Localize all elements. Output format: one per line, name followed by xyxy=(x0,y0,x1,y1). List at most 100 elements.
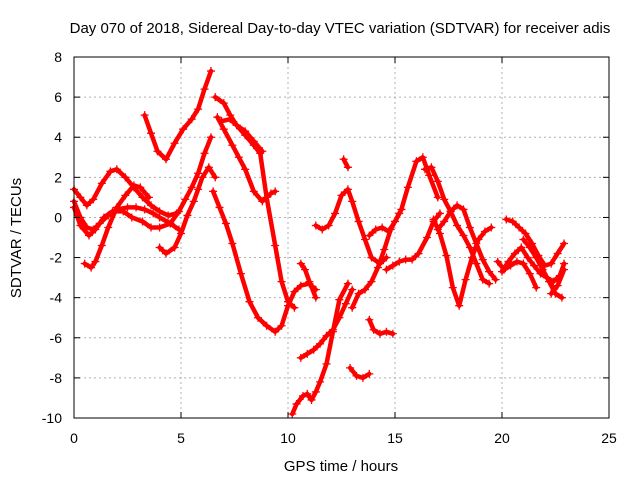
data-point xyxy=(204,163,213,172)
data-point xyxy=(427,163,436,172)
data-point xyxy=(545,277,554,286)
data-point xyxy=(433,225,442,234)
series-s5 xyxy=(140,67,215,164)
data-point xyxy=(448,283,457,292)
data-point xyxy=(236,269,245,278)
data-point xyxy=(155,243,164,252)
series-s24 xyxy=(498,243,569,286)
data-point xyxy=(397,205,406,214)
data-point xyxy=(76,193,85,202)
y-tick-labels: -10 -8 -6 -4 -2 0 2 4 6 8 xyxy=(42,49,62,426)
data-point xyxy=(211,173,220,182)
data-point xyxy=(144,193,153,202)
series-s22 xyxy=(429,215,496,310)
data-point xyxy=(453,221,462,230)
data-point xyxy=(435,209,444,218)
x-tick-label: 0 xyxy=(70,430,78,446)
data-point xyxy=(194,105,203,114)
data-point xyxy=(322,359,331,368)
data-point xyxy=(532,283,541,292)
data-point xyxy=(296,353,305,362)
data-point xyxy=(271,327,280,336)
y-tick-label: 0 xyxy=(54,209,62,225)
data-point xyxy=(354,217,363,226)
series-s27 xyxy=(519,235,566,302)
x-tick-label: 5 xyxy=(177,430,185,446)
data-point xyxy=(348,303,357,312)
data-point xyxy=(331,209,340,218)
series-s12 xyxy=(296,285,357,362)
data-point xyxy=(425,171,434,180)
series-s6 xyxy=(155,163,220,258)
data-point xyxy=(461,275,470,284)
data-point xyxy=(80,259,89,268)
data-point xyxy=(232,121,241,130)
data-point xyxy=(183,211,192,220)
data-point xyxy=(155,223,164,232)
y-tick-label: -10 xyxy=(42,410,62,426)
data-point xyxy=(258,197,267,206)
data-point xyxy=(219,99,228,108)
series-s4 xyxy=(80,181,153,272)
data-point xyxy=(433,177,442,186)
data-point xyxy=(311,293,320,302)
data-point xyxy=(459,231,468,240)
data-point xyxy=(271,241,280,250)
x-tick-labels: 0 5 10 15 20 25 xyxy=(70,430,617,446)
data-point xyxy=(560,239,569,248)
data-point xyxy=(352,371,361,380)
data-point xyxy=(217,117,226,126)
data-point xyxy=(170,139,179,148)
data-point xyxy=(502,215,511,224)
series-line xyxy=(298,261,319,300)
data-point xyxy=(170,243,179,252)
data-point xyxy=(303,349,312,358)
data-point xyxy=(367,277,376,286)
data-point xyxy=(440,217,449,226)
data-point xyxy=(97,241,106,250)
data-point xyxy=(290,287,299,296)
data-point xyxy=(468,253,477,262)
ticks xyxy=(73,56,610,419)
data-point xyxy=(271,187,280,196)
data-point xyxy=(472,259,481,268)
data-point xyxy=(361,285,370,294)
data-point xyxy=(162,155,171,164)
data-point xyxy=(104,223,113,232)
data-point xyxy=(318,225,327,234)
data-point xyxy=(301,265,310,274)
data-point xyxy=(147,129,156,138)
grid xyxy=(74,57,609,418)
data-point xyxy=(530,261,539,270)
data-point xyxy=(547,289,556,298)
y-axis-label: SDTVAR / TECUs xyxy=(8,178,25,298)
data-point xyxy=(194,185,203,194)
data-point xyxy=(361,235,370,244)
data-point xyxy=(519,235,528,244)
data-point xyxy=(538,265,547,274)
data-point xyxy=(517,243,526,252)
data-point xyxy=(166,219,175,228)
data-point xyxy=(408,255,417,264)
series-s28 xyxy=(547,265,569,298)
data-point xyxy=(132,203,141,212)
data-point xyxy=(241,127,250,136)
data-point xyxy=(521,229,530,238)
data-point xyxy=(369,325,378,334)
data-point xyxy=(523,253,532,262)
x-tick-label: 20 xyxy=(494,430,510,446)
data-point xyxy=(365,369,374,378)
data-point xyxy=(382,265,391,274)
data-point xyxy=(84,231,93,240)
data-point xyxy=(112,165,121,174)
data-point xyxy=(485,267,494,276)
series-s26 xyxy=(493,257,541,292)
data-point xyxy=(305,277,314,286)
data-point xyxy=(290,303,299,312)
data-point xyxy=(380,245,389,254)
data-point xyxy=(346,363,355,372)
data-point xyxy=(341,299,350,308)
data-point xyxy=(376,329,385,338)
data-point xyxy=(414,249,423,258)
data-point xyxy=(198,173,207,182)
